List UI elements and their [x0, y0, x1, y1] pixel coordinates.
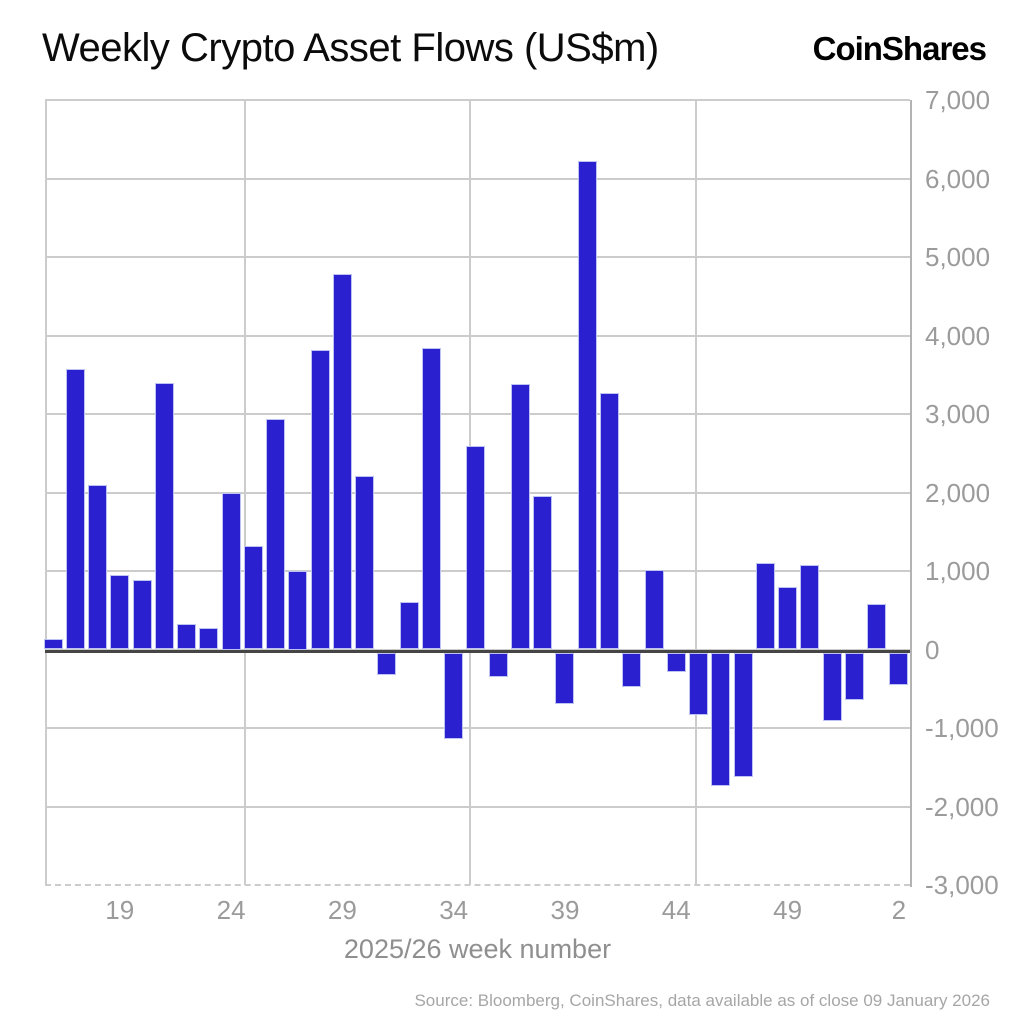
x-tick-label: 39 [550, 895, 580, 925]
bar-week-1 [867, 603, 887, 650]
bar-week-17 [65, 369, 85, 650]
bar-week-36 [488, 652, 508, 677]
y-tick-label: -3,000 [925, 870, 999, 900]
bar-week-20 [132, 580, 152, 650]
y-tick-label: 7,000 [925, 85, 991, 115]
x-tick-label: 2 [891, 895, 907, 925]
source-note: Source: Bloomberg, CoinShares, data avai… [414, 991, 990, 1010]
horizontal-gridline [45, 884, 910, 886]
bar-week-32 [399, 602, 419, 650]
bar-week-35 [466, 446, 486, 650]
bar-week-25 [243, 545, 263, 650]
bar-week-40 [577, 161, 597, 650]
x-tick-label: 29 [327, 895, 357, 925]
bar-week-22 [177, 623, 197, 650]
bar-week-30 [355, 476, 375, 650]
zero-axis-line [45, 649, 910, 653]
x-tick-label: 19 [105, 895, 135, 925]
bar-week-50 [800, 564, 820, 650]
bar-week-45 [689, 652, 709, 715]
x-tick-label: 34 [439, 895, 469, 925]
bar-week-49 [778, 586, 798, 650]
y-tick-label: -2,000 [925, 791, 999, 822]
bar-week-47 [733, 652, 753, 778]
horizontal-gridline [45, 99, 910, 101]
plot-area [43, 99, 912, 887]
bar-week-46 [711, 652, 731, 787]
x-tick-label: 49 [773, 895, 803, 925]
bar-week-28 [310, 349, 330, 650]
bar-week-43 [644, 570, 664, 650]
horizontal-gridline [45, 177, 910, 180]
bar-week-52 [844, 652, 864, 700]
chart-title: Weekly Crypto Asset Flows (US$m) [42, 26, 659, 70]
bar-week-34 [444, 652, 464, 739]
y-axis-line [910, 100, 912, 887]
bar-week-41 [600, 392, 619, 650]
bar-week-33 [421, 348, 441, 650]
x-tick-label: 24 [216, 895, 246, 925]
bar-week-48 [755, 563, 775, 650]
bar-week-51 [822, 652, 842, 721]
y-tick-label: 6,000 [925, 163, 991, 194]
bar-week-23 [199, 627, 219, 650]
bar-week-37 [510, 384, 530, 650]
y-tick-label: -1,000 [925, 713, 999, 743]
y-tick-label: 4,000 [925, 320, 991, 351]
bar-week-29 [332, 274, 352, 650]
horizontal-gridline [45, 805, 910, 808]
horizontal-gridline [45, 413, 910, 415]
y-tick-label: 2,000 [925, 477, 991, 508]
horizontal-gridline [45, 334, 910, 337]
bar-week-42 [622, 652, 642, 688]
bar-week-38 [533, 496, 553, 650]
bar-week-39 [555, 652, 575, 705]
bar-week-18 [88, 484, 108, 650]
bar-week-24 [221, 492, 241, 650]
bar-week-27 [288, 571, 308, 650]
bar-week-31 [377, 652, 397, 675]
bar-week-16 [43, 639, 63, 650]
x-tick-label: 44 [661, 895, 691, 925]
bar-week-21 [154, 382, 174, 650]
y-tick-label: 1,000 [925, 556, 991, 586]
coinshares-logo: CoinShares [812, 30, 987, 67]
y-tick-label: 5,000 [925, 242, 991, 272]
horizontal-gridline [45, 727, 910, 729]
x-axis-title: 2025/26 week number [343, 934, 612, 964]
bar-week-26 [266, 419, 286, 650]
y-tick-label: 3,000 [925, 399, 991, 429]
bar-week-44 [666, 652, 686, 673]
y-tick-label: 0 [925, 634, 940, 665]
bar-week-2 [889, 652, 909, 685]
bar-week-19 [110, 574, 130, 650]
horizontal-gridline [45, 256, 910, 258]
